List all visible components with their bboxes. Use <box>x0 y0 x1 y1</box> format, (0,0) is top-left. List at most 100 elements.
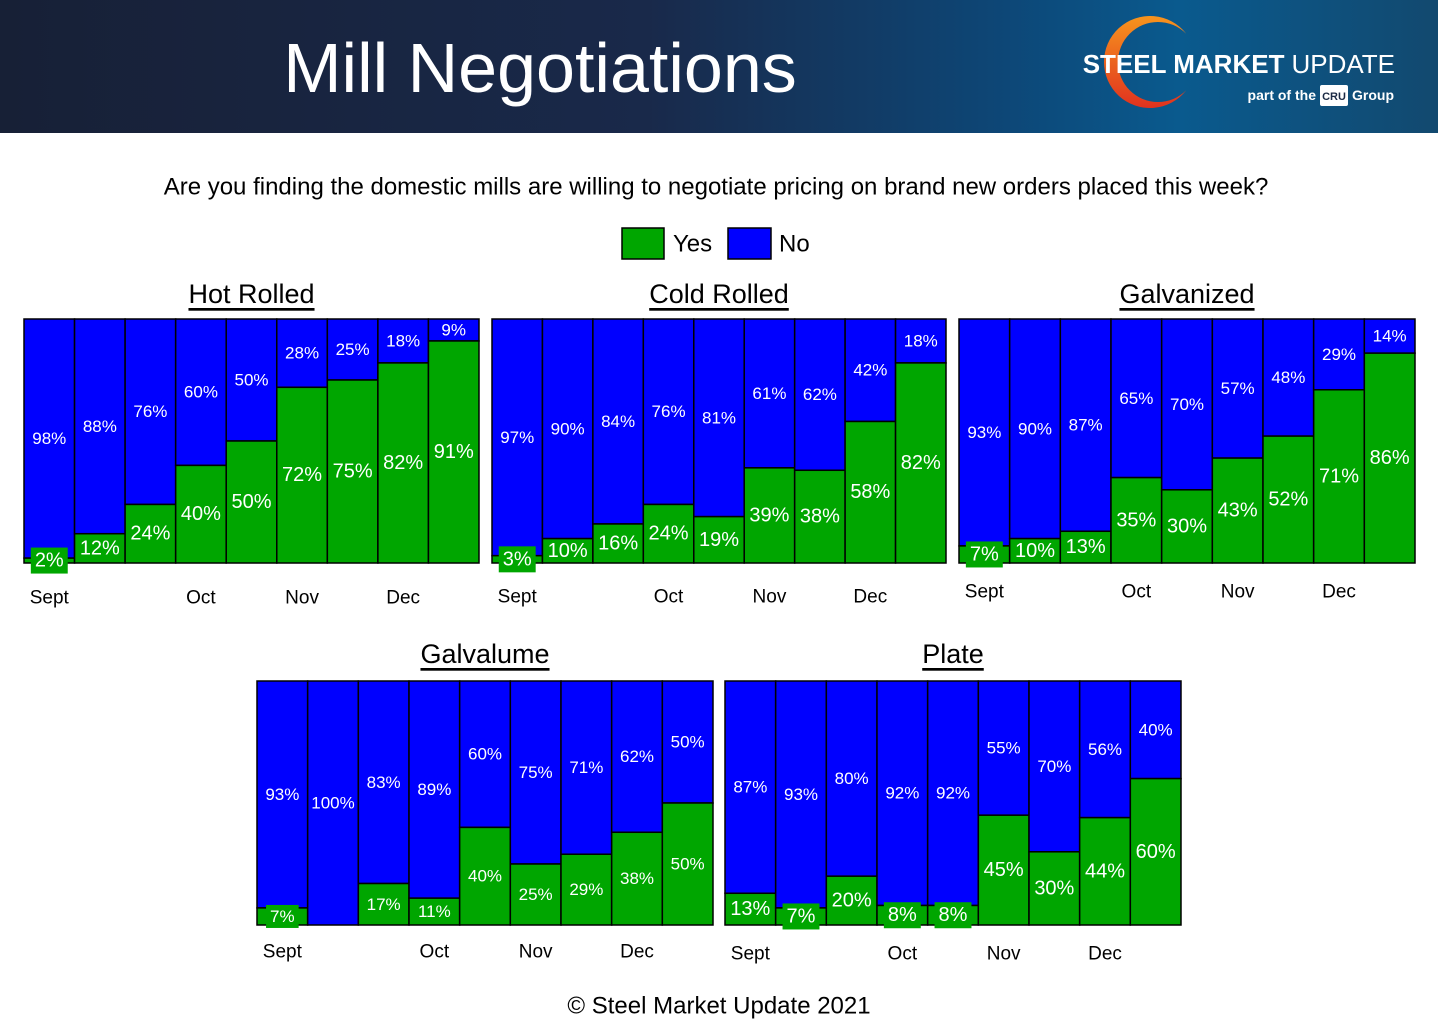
bar-yes-9 <box>894 362 947 564</box>
data-label-no-9: 50% <box>671 733 705 752</box>
bar-no-6 <box>276 318 329 389</box>
data-label-yes-9: 60% <box>1136 841 1176 863</box>
data-label-yes-group: 91% <box>434 441 474 463</box>
bar-no-7 <box>326 318 379 381</box>
data-label-yes-group: 60% <box>1136 841 1176 863</box>
data-label-no-7: 48% <box>1271 368 1305 387</box>
data-label-yes-2: 7% <box>787 905 816 927</box>
x-tick-label: Oct <box>1122 582 1152 603</box>
data-label-no-8: 29% <box>1322 345 1356 364</box>
data-label-yes-1: 3% <box>503 548 532 570</box>
data-label-yes-group: 58% <box>850 481 890 503</box>
data-label-yes-8: 82% <box>383 452 423 474</box>
data-label-yes-group: 3% <box>498 546 536 573</box>
data-label-yes-group: 39% <box>749 504 789 526</box>
data-label-yes-group: 7% <box>965 541 1003 568</box>
data-label-yes-8: 44% <box>1085 860 1125 882</box>
brand-logo: STEEL MARKET UPDATE part of the CRU Group <box>1083 16 1395 109</box>
bar-no-3 <box>357 680 410 885</box>
data-label-yes-5: 40% <box>468 867 502 886</box>
bar-no-2 <box>541 318 594 540</box>
data-label-box <box>30 547 68 574</box>
bar-no-4 <box>174 318 227 467</box>
data-label-yes-group: 17% <box>367 895 401 914</box>
legend-yes-label: Yes <box>673 231 712 258</box>
cru-badge-text: CRU <box>1322 91 1346 103</box>
data-label-yes-group: 44% <box>1085 860 1125 882</box>
data-label-yes-group: 10% <box>548 540 588 562</box>
data-labels: 93% 7% 90% 10% 87% 13% 65% 35% 70% 30% 57% 43% 48% 52… <box>965 327 1410 568</box>
bar-yes-4 <box>1110 476 1163 564</box>
data-label-no-3: 83% <box>367 773 401 792</box>
data-labels: 97% 3% 90% 10% 84% 16% 76% 24% 81% 19% 61% 39% 62% 38… <box>498 331 941 573</box>
legend-no-swatch <box>727 227 772 260</box>
legend-no-label: No <box>779 231 810 258</box>
x-tick-label: Dec <box>1322 582 1356 603</box>
data-label-box <box>934 902 972 929</box>
tagline-prefix: part of the <box>1248 87 1317 103</box>
data-label-yes-group: 29% <box>569 880 603 899</box>
data-label-yes-7: 52% <box>1268 489 1308 511</box>
data-label-yes-2: 12% <box>80 537 120 559</box>
data-label-yes-group: 13% <box>730 898 770 920</box>
data-label-no-3: 87% <box>1069 416 1103 435</box>
bar-no-3 <box>124 318 177 506</box>
data-label-no-8: 62% <box>620 747 654 766</box>
data-label-no-6: 61% <box>752 384 786 403</box>
data-label-no-6: 55% <box>987 739 1021 758</box>
data-label-no-7: 62% <box>803 385 837 404</box>
data-label-yes-group: 7% <box>266 904 299 928</box>
bar-yes-7 <box>1028 851 1081 926</box>
bar-yes-9 <box>1363 352 1416 564</box>
data-label-box <box>965 541 1003 568</box>
data-label-yes-group: 71% <box>1319 465 1359 487</box>
data-label-yes-3: 24% <box>130 523 170 545</box>
data-labels: 93% 7% 100% 83% 17% 89% 11% 60% 40% 75% 25% 71% 29% 6… <box>265 733 705 928</box>
data-label-no-7: 25% <box>336 340 370 359</box>
bar-no-1 <box>958 318 1011 547</box>
data-label-yes-5: 50% <box>231 491 271 513</box>
x-tick-label: Dec <box>386 588 420 609</box>
data-label-yes-5: 30% <box>1167 515 1207 537</box>
data-label-yes-group: 82% <box>383 452 423 474</box>
data-label-yes-group: 86% <box>1370 447 1410 469</box>
data-label-yes-group: 12% <box>80 537 120 559</box>
data-label-yes-group: 52% <box>1268 489 1308 511</box>
data-label-yes-group: 72% <box>282 464 322 486</box>
bars <box>958 318 1416 564</box>
data-label-box <box>883 902 921 929</box>
x-tick-label: Oct <box>186 588 216 609</box>
bar-no-9 <box>661 680 714 804</box>
x-tick-label: Dec <box>853 587 887 608</box>
data-label-yes-group: 20% <box>832 890 872 912</box>
bar-yes-3 <box>592 523 645 564</box>
chart-plate: Plate 87% 13% 93% 7% 80% 20% 92% 8% 92% 8% 55% 45% 70… <box>724 639 1182 965</box>
x-tick-label: Oct <box>654 587 684 608</box>
data-label-yes-6: 39% <box>749 504 789 526</box>
bar-no-1 <box>724 680 777 895</box>
data-label-no-4: 89% <box>417 780 451 799</box>
data-label-no-7: 71% <box>569 758 603 777</box>
header-banner: Mill Negotiations STEEL MARKET UPDATE par… <box>0 0 1438 133</box>
header-background <box>0 0 1438 133</box>
bar-no-7 <box>1262 318 1315 437</box>
bar-no-5 <box>225 318 278 442</box>
bar-yes-3 <box>357 882 410 926</box>
data-label-yes-group: 50% <box>671 855 705 874</box>
chart-galvanized: Galvanized 93% 7% 90% 10% 87% 13% 65% 35% 70% 30% 5… <box>958 279 1416 603</box>
bar-no-8 <box>1312 318 1366 391</box>
data-label-yes-9: 91% <box>434 441 474 463</box>
x-tick-label: Sept <box>263 942 303 963</box>
data-label-yes-3: 20% <box>832 890 872 912</box>
bar-no-4 <box>876 680 929 907</box>
data-label-yes-9: 50% <box>671 855 705 874</box>
data-label-yes-4: 40% <box>181 503 221 525</box>
data-label-yes-group: 16% <box>598 532 638 554</box>
bar-no-9 <box>1129 680 1182 780</box>
data-label-yes-group: 35% <box>1116 509 1156 531</box>
data-label-no-1: 98% <box>32 429 66 448</box>
data-label-no-9: 40% <box>1139 720 1173 739</box>
chart-title: Galvalume <box>420 639 549 669</box>
bar-yes-8 <box>610 831 664 926</box>
data-label-yes-group: 13% <box>1066 536 1106 558</box>
